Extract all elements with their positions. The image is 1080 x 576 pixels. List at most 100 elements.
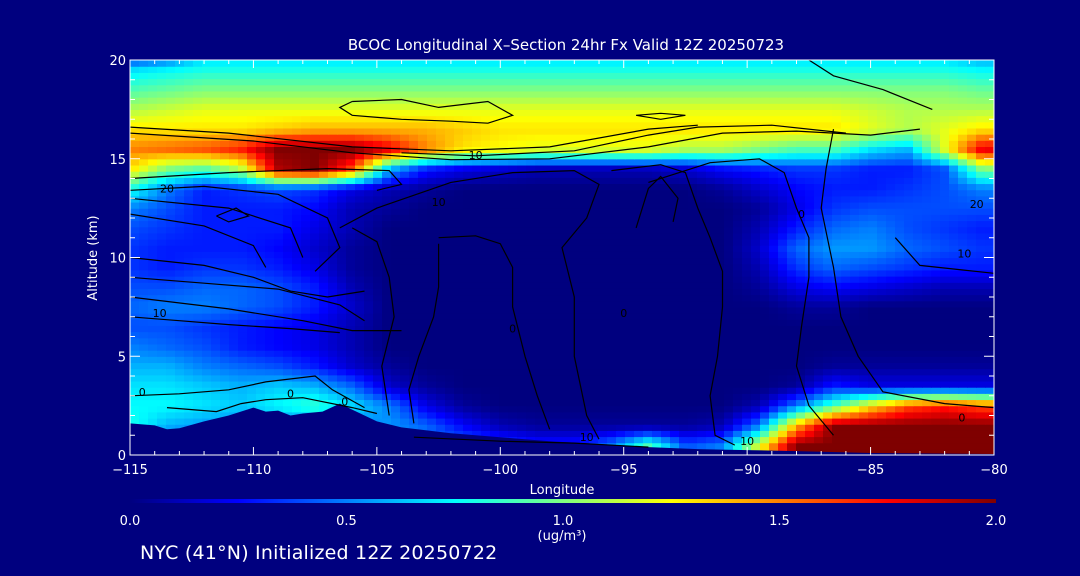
- heatmap-cell: [364, 195, 374, 203]
- heatmap-cell: [157, 343, 167, 351]
- heatmap-cell: [868, 411, 878, 419]
- heatmap-cell: [310, 368, 320, 376]
- heatmap-cell: [265, 380, 275, 388]
- heatmap-cell: [463, 208, 473, 215]
- heatmap-cell: [913, 343, 923, 351]
- heatmap-cell: [445, 319, 455, 326]
- heatmap-cell: [904, 430, 914, 438]
- heatmap-cell: [373, 288, 383, 296]
- heatmap-cell: [481, 158, 491, 166]
- heatmap-cell: [769, 177, 779, 185]
- heatmap-cell: [301, 146, 311, 154]
- heatmap-cell: [445, 134, 455, 141]
- heatmap-cell: [553, 177, 563, 185]
- heatmap-cell: [148, 257, 158, 265]
- heatmap-cell: [337, 313, 347, 320]
- heatmap-cell: [274, 350, 284, 357]
- heatmap-cell: [823, 134, 833, 141]
- heatmap-cell: [598, 140, 608, 147]
- heatmap-cell: [175, 232, 185, 240]
- heatmap-cell: [355, 232, 365, 240]
- heatmap-cell: [814, 177, 824, 185]
- heatmap-cell: [256, 282, 266, 289]
- heatmap-cell: [238, 201, 248, 209]
- heatmap-cell: [823, 337, 833, 345]
- heatmap-cell: [490, 177, 500, 185]
- heatmap-cell: [724, 368, 734, 376]
- heatmap-cell: [679, 220, 689, 228]
- heatmap-cell: [661, 146, 671, 154]
- heatmap-cell: [490, 158, 500, 166]
- heatmap-cell: [157, 177, 167, 185]
- heatmap-cell: [301, 220, 311, 228]
- heatmap-cell: [544, 201, 554, 209]
- heatmap-cell: [877, 325, 887, 333]
- heatmap-cell: [886, 134, 896, 141]
- heatmap-cell: [499, 374, 509, 382]
- heatmap-cell: [499, 195, 509, 203]
- heatmap-cell: [472, 238, 482, 246]
- heatmap-cell: [589, 214, 599, 222]
- heatmap-cell: [220, 195, 230, 203]
- heatmap-cell: [175, 257, 185, 265]
- heatmap-cell: [814, 337, 824, 345]
- heatmap-cell: [337, 263, 347, 271]
- heatmap-cell: [634, 146, 644, 154]
- heatmap-cell: [886, 189, 896, 197]
- heatmap-cell: [580, 214, 590, 222]
- heatmap-cell: [382, 134, 392, 141]
- heatmap-cell: [670, 189, 680, 197]
- heatmap-cell: [265, 208, 275, 215]
- heatmap-cell: [229, 350, 239, 357]
- heatmap-cell: [895, 134, 905, 141]
- heatmap-cell: [445, 257, 455, 265]
- heatmap-cell: [940, 362, 950, 370]
- heatmap-cell: [895, 343, 905, 351]
- heatmap-cell: [733, 177, 743, 185]
- heatmap-cell: [193, 195, 203, 203]
- heatmap-cell: [886, 177, 896, 185]
- heatmap-cell: [706, 183, 716, 191]
- heatmap-cell: [823, 350, 833, 357]
- heatmap-cell: [850, 294, 860, 302]
- heatmap-cell: [931, 405, 941, 413]
- heatmap-cell: [463, 362, 473, 370]
- heatmap-cell: [967, 313, 977, 320]
- heatmap-cell: [355, 387, 365, 394]
- heatmap-cell: [247, 257, 257, 265]
- heatmap-cell: [517, 331, 527, 339]
- heatmap-cell: [319, 288, 329, 296]
- heatmap-cell: [157, 195, 167, 203]
- heatmap-cell: [382, 158, 392, 166]
- heatmap-cell: [562, 424, 572, 431]
- heatmap-cell: [661, 442, 671, 450]
- heatmap-cell: [814, 189, 824, 197]
- heatmap-cell: [301, 374, 311, 382]
- heatmap-cell: [220, 171, 230, 178]
- heatmap-cell: [481, 294, 491, 302]
- heatmap-cell: [967, 337, 977, 345]
- heatmap-cell: [139, 374, 149, 382]
- heatmap-cell: [949, 152, 959, 160]
- heatmap-cell: [508, 380, 518, 388]
- heatmap-cell: [949, 146, 959, 154]
- heatmap-cell: [967, 356, 977, 364]
- heatmap-cell: [886, 140, 896, 147]
- heatmap-cell: [463, 263, 473, 271]
- heatmap-cell: [562, 368, 572, 376]
- heatmap-cell: [526, 306, 536, 314]
- heatmap-cell: [481, 387, 491, 394]
- heatmap-cell: [985, 356, 994, 364]
- heatmap-cell: [805, 430, 815, 438]
- heatmap-cell: [778, 350, 788, 357]
- heatmap-cell: [589, 399, 599, 407]
- heatmap-cell: [265, 294, 275, 302]
- heatmap-cell: [742, 294, 752, 302]
- heatmap-cell: [976, 263, 986, 271]
- heatmap-cell: [985, 405, 994, 413]
- heatmap-cell: [526, 152, 536, 160]
- heatmap-cell: [508, 140, 518, 147]
- heatmap-cell: [868, 368, 878, 376]
- heatmap-cell: [382, 368, 392, 376]
- heatmap-cell: [823, 374, 833, 382]
